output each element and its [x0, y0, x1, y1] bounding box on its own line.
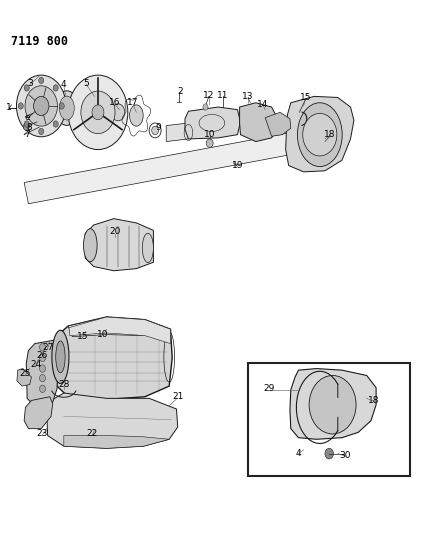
Circle shape [39, 354, 45, 362]
Text: 13: 13 [242, 92, 254, 101]
Text: 30: 30 [340, 451, 351, 460]
Ellipse shape [309, 375, 356, 434]
Ellipse shape [52, 330, 69, 383]
Text: 25: 25 [20, 369, 31, 378]
Polygon shape [285, 96, 354, 172]
Polygon shape [185, 107, 241, 139]
Polygon shape [47, 393, 178, 448]
Text: 14: 14 [257, 100, 269, 109]
Text: 10: 10 [204, 130, 215, 139]
Circle shape [25, 86, 57, 126]
Circle shape [206, 139, 213, 148]
Circle shape [24, 85, 29, 91]
Polygon shape [240, 103, 277, 142]
Ellipse shape [83, 229, 97, 262]
Circle shape [17, 75, 66, 137]
Circle shape [24, 121, 29, 127]
Polygon shape [69, 317, 170, 344]
Text: 7: 7 [24, 130, 30, 139]
Circle shape [39, 385, 45, 392]
Text: 15: 15 [77, 332, 88, 341]
Polygon shape [26, 340, 58, 407]
Circle shape [81, 91, 115, 134]
Text: 11: 11 [217, 91, 228, 100]
Polygon shape [24, 397, 53, 429]
Circle shape [18, 103, 23, 109]
Circle shape [59, 103, 64, 109]
Polygon shape [290, 368, 376, 439]
Circle shape [39, 374, 45, 382]
Ellipse shape [130, 105, 143, 126]
Circle shape [325, 448, 333, 459]
Text: 23: 23 [37, 430, 48, 439]
Text: 18: 18 [368, 396, 380, 405]
Circle shape [203, 104, 208, 110]
Text: 15: 15 [300, 93, 312, 102]
Circle shape [39, 77, 44, 84]
Circle shape [111, 104, 125, 121]
Text: 4: 4 [296, 449, 301, 458]
Text: 1: 1 [6, 102, 12, 111]
Polygon shape [24, 130, 312, 204]
Text: 8: 8 [27, 123, 33, 132]
Bar [248, 364, 410, 477]
Text: 27: 27 [42, 343, 54, 352]
Text: 20: 20 [109, 228, 121, 237]
Polygon shape [85, 219, 153, 271]
Circle shape [92, 105, 104, 120]
Text: 10: 10 [97, 330, 109, 339]
Text: 9: 9 [156, 123, 161, 132]
Circle shape [303, 114, 337, 156]
Polygon shape [64, 435, 169, 448]
Text: 4: 4 [61, 80, 67, 89]
Polygon shape [265, 112, 291, 136]
Text: e: e [24, 113, 30, 122]
Circle shape [53, 85, 58, 91]
Text: 16: 16 [109, 98, 121, 107]
Ellipse shape [297, 103, 342, 166]
Circle shape [39, 344, 45, 351]
Text: 3: 3 [27, 78, 33, 87]
Polygon shape [68, 317, 170, 337]
Circle shape [39, 128, 44, 135]
Text: 5: 5 [83, 78, 89, 87]
Polygon shape [55, 317, 172, 399]
Text: 19: 19 [232, 161, 243, 170]
Text: 7119 800: 7119 800 [12, 35, 68, 49]
Ellipse shape [143, 233, 153, 263]
Ellipse shape [59, 96, 74, 120]
Circle shape [68, 75, 128, 150]
Ellipse shape [56, 341, 65, 373]
Text: 12: 12 [203, 91, 214, 100]
Text: 21: 21 [172, 392, 184, 401]
Text: 29: 29 [263, 384, 274, 393]
Circle shape [33, 96, 49, 116]
Text: 22: 22 [87, 430, 98, 439]
Circle shape [152, 126, 158, 135]
Text: 2: 2 [177, 86, 183, 95]
Polygon shape [166, 123, 188, 142]
Text: 28: 28 [58, 380, 69, 389]
Circle shape [23, 123, 29, 131]
Text: 26: 26 [37, 351, 48, 360]
Text: 17: 17 [127, 98, 139, 107]
Ellipse shape [55, 91, 79, 125]
Text: 24: 24 [30, 360, 41, 369]
Text: 18: 18 [324, 130, 336, 139]
Circle shape [39, 365, 45, 372]
Circle shape [53, 121, 58, 127]
Polygon shape [17, 368, 31, 386]
